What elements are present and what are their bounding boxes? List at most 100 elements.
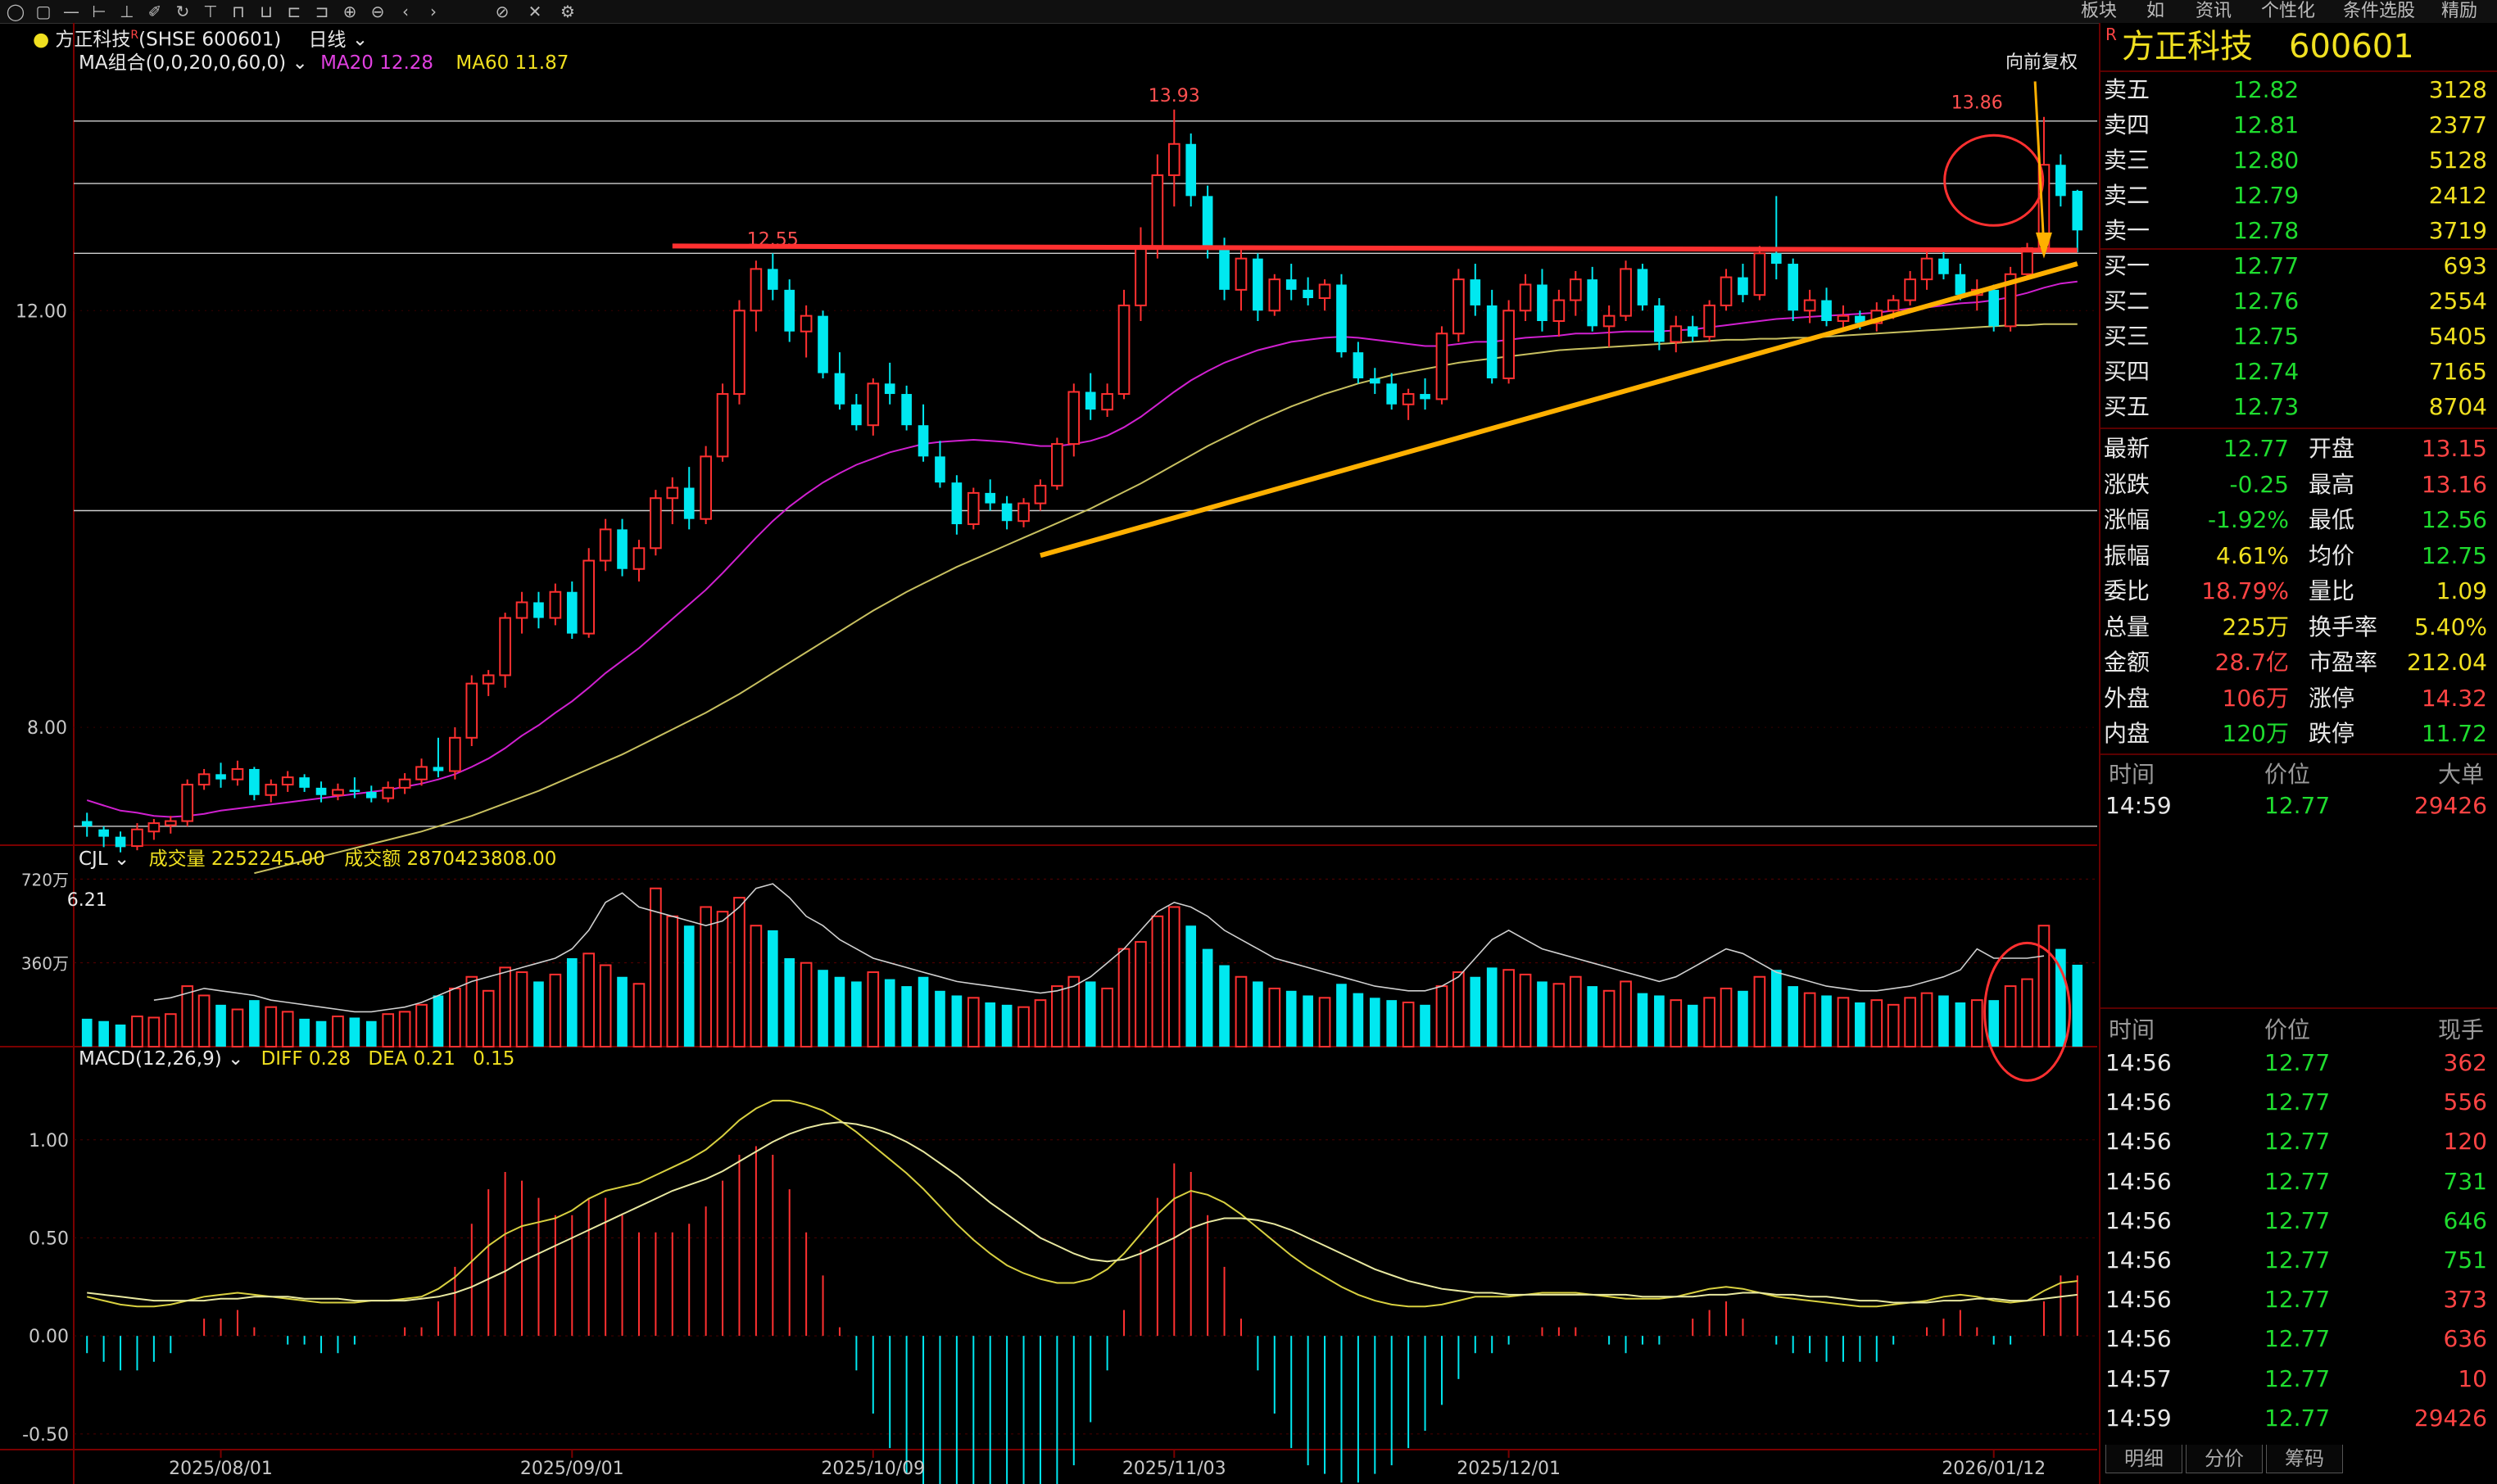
tick-row[interactable]: 14:56 12.77 636 [2100,1321,2497,1356]
tick-price: 12.77 [2264,1167,2331,1195]
stat-value: 11.72 [2421,720,2487,747]
orderbook-row[interactable]: 卖二 12.79 2412 [2100,178,2497,213]
grid-icon[interactable]: ▢ [35,2,52,21]
toolbar-link-4[interactable]: 条件选股 [2343,1,2416,21]
macd-chevron-icon[interactable]: ⌄ [221,1048,244,1070]
volume-bar [1318,997,1331,1048]
orderbook-row[interactable]: 买三 12.75 5405 [2100,319,2497,354]
home-icon[interactable]: ◯ [6,2,25,21]
stat-value: 13.16 [2421,470,2487,498]
chart-area[interactable]: 8.00 12.00 360万 720万 -0.50 0.00 0.50 1.00 6.21 12… [0,23,2097,1484]
stat-value: -1.92% [2207,506,2289,533]
f10-icon[interactable]: ⊤ [203,2,218,21]
tick-volume: 373 [2443,1286,2487,1314]
tab-detail[interactable]: 明细 [2105,1445,2182,1473]
candle-body [1569,278,1582,301]
orderbook-row[interactable]: 买二 12.76 2554 [2100,283,2497,319]
adjust-button[interactable]: 向前复权 [2005,52,2078,73]
tick-time: 14:56 [2105,1206,2172,1234]
stat-row: 最新 12.77 开盘 13.15 [2100,431,2497,466]
candle-body [1219,247,1230,290]
orderbook-row[interactable]: 卖三 12.80 5128 [2100,143,2497,178]
volume-bar [1151,915,1164,1048]
tick-row[interactable]: 14:56 12.77 556 [2100,1084,2497,1120]
tick-row[interactable]: 14:56 12.77 731 [2100,1164,2497,1199]
volume-chevron-icon[interactable]: ⌄ [107,848,130,870]
candle-body [1185,143,1197,197]
orderbook-row[interactable]: 卖五 12.82 3128 [2100,72,2497,107]
orderbook-row[interactable]: 卖一 12.78 3719 [2100,213,2497,248]
tick-price: 12.77 [2264,1088,2331,1116]
orderbook-volume: 8704 [2428,393,2487,420]
right-icon[interactable]: › [430,2,437,21]
left-icon[interactable]: ‹ [402,2,409,21]
settings-icon[interactable]: ⚙ [560,2,575,21]
tick-row[interactable]: 14:56 12.77 120 [2100,1124,2497,1159]
volume-bar [818,970,828,1047]
volume-indicator-label[interactable]: CJL [79,848,108,870]
ma-combo-label[interactable]: MA组合(0,0,20,0,60,0) [79,52,287,74]
toolbar-link-0[interactable]: 板块 [2081,1,2118,21]
bigorder-row[interactable]: 14:59 12.77 29426 [2100,788,2497,823]
candle-body [1435,333,1448,400]
macd-indicator-label[interactable]: MACD(12,26,9) [79,1048,222,1070]
candle-body [465,682,478,739]
orderbook-row[interactable]: 卖四 12.81 2377 [2100,107,2497,143]
stat-value: 225万 [2222,613,2289,640]
tick-row[interactable]: 14:56 12.77 373 [2100,1282,2497,1317]
line-icon[interactable]: — [63,2,79,21]
stat-label: 最高 [2309,470,2355,498]
candle-body [750,268,763,312]
draw-icon[interactable]: ✐ [147,2,162,21]
period-icon[interactable]: ⊏ [287,2,301,21]
tick-row[interactable]: 14:56 12.77 751 [2100,1242,2497,1278]
orderbook-row[interactable]: 买四 12.74 7165 [2100,354,2497,389]
volume-bar [433,995,444,1047]
indicator-icon[interactable]: ⊔ [260,2,273,21]
tab-price-distribution[interactable]: 分价 [2186,1445,2263,1473]
volume-bar [767,930,778,1047]
zoom-in-icon[interactable]: ⊕ [342,2,357,21]
tick-row[interactable]: 14:56 12.77 646 [2100,1203,2497,1238]
refresh-icon[interactable]: ↻ [175,2,190,21]
tab-chips[interactable]: 筹码 [2266,1445,2343,1473]
tick-row[interactable]: 14:57 12.77 10 [2100,1361,2497,1396]
period-chevron-icon[interactable]: ⌄ [346,29,369,51]
macd-tick-label: -0.50 [22,1425,69,1446]
kline-chart[interactable]: 8.0012.00360万720万-0.500.000.501.006.2112… [0,23,2097,1484]
tick-row[interactable]: 14:59 12.77 29426 [2100,1400,2497,1436]
orderbook-volume: 5405 [2428,323,2487,350]
volume-bar [1720,987,1733,1048]
candle-body [433,767,444,771]
toolbar-link-2[interactable]: 资讯 [2196,1,2232,21]
macd-tick-label: 1.00 [29,1131,69,1151]
zoom-out-icon[interactable]: ⊖ [370,2,385,21]
volume-legend: CJL ⌄ 成交量 2252245.00 成交额 2870423808.00 [79,847,556,871]
toolbar-link-1[interactable]: 如 [2146,1,2165,21]
candle-body [1101,393,1113,411]
orderbook-row[interactable]: 买一 12.77 693 [2100,248,2497,283]
volume-bar [617,976,628,1047]
toolbar-link-3[interactable]: 个性化 [2261,1,2316,21]
volume-bar [1353,993,1364,1047]
macd-diff-line [86,1099,2078,1308]
fenshi-icon[interactable]: ⊢ [92,2,106,21]
tick-row[interactable]: 14:56 12.77 362 [2100,1045,2497,1080]
period-selector[interactable]: 日线 [308,29,347,51]
stock-code-label: (SHSE 600601) [138,29,282,51]
arrow-icon[interactable]: ⊘ [495,2,510,21]
candle-body [1151,174,1164,249]
note-icon[interactable]: ⊓ [232,2,245,21]
candle-body [1821,300,1832,321]
ma-chevron-icon[interactable]: ⌄ [286,52,315,74]
orderbook-level: 卖三 [2104,147,2150,174]
stat-label: 换手率 [2309,613,2378,640]
toolbar-link-5[interactable]: 精励 [2441,1,2478,21]
sector-icon[interactable]: ⊐ [315,2,329,21]
orderbook-row[interactable]: 买五 12.73 8704 [2100,389,2497,424]
cross-icon[interactable]: ✕ [528,2,542,21]
volume-bar [1185,925,1197,1047]
forecast-arrow [2033,81,2046,249]
volume-bar [632,983,646,1048]
kline-icon[interactable]: ⊥ [120,2,134,21]
